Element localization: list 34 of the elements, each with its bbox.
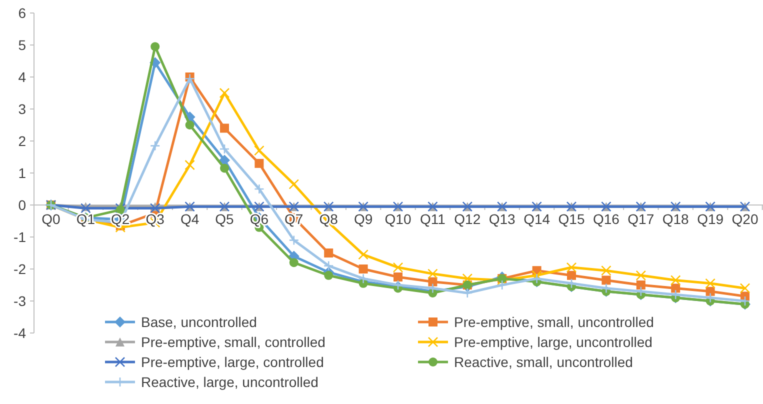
y-tick-label: -1 <box>14 228 26 245</box>
y-tick-label: 6 <box>18 4 26 21</box>
x-tick-label: Q5 <box>215 211 234 227</box>
x-tick-label: Q16 <box>592 211 620 227</box>
x-tick-label: Q9 <box>354 211 373 227</box>
y-tick-label: -3 <box>14 292 26 309</box>
legend-label: Reactive, large, uncontrolled <box>141 374 318 390</box>
y-tick-label: -4 <box>14 324 26 341</box>
x-tick-label: Q14 <box>524 211 550 227</box>
legend-label: Reactive, small, uncontrolled <box>454 354 633 370</box>
legend-label: Pre-emptive, large, controlled <box>141 354 324 370</box>
y-tick-label: -2 <box>14 260 26 277</box>
y-tick-label: 3 <box>18 100 26 117</box>
y-tick-label: 1 <box>18 164 26 181</box>
y-tick-label: 2 <box>18 132 26 149</box>
y-tick-label: 4 <box>18 68 26 85</box>
x-tick-label: Q13 <box>488 211 516 227</box>
y-tick-label: 5 <box>18 36 26 53</box>
x-tick-label: Q15 <box>558 211 585 227</box>
legend-label: Base, uncontrolled <box>141 314 257 330</box>
x-tick-label: Q17 <box>628 211 654 227</box>
x-tick-label: Q6 <box>250 211 269 227</box>
legend-label: Pre-emptive, small, controlled <box>141 334 326 350</box>
x-tick-label: Q12 <box>454 211 481 227</box>
legend-label: Pre-emptive, small, uncontrolled <box>454 314 654 330</box>
x-tick-label: Q19 <box>697 211 724 227</box>
x-tick-label: Q0 <box>42 211 61 227</box>
x-tick-label: Q11 <box>420 211 446 227</box>
x-tick-label: Q10 <box>384 211 412 227</box>
y-tick-label: 0 <box>18 196 26 213</box>
x-tick-label: Q20 <box>732 211 758 227</box>
legend-label: Pre-emptive, large, uncontrolled <box>454 334 652 350</box>
x-tick-label: Q18 <box>662 211 690 227</box>
x-tick-label: Q4 <box>180 211 200 227</box>
